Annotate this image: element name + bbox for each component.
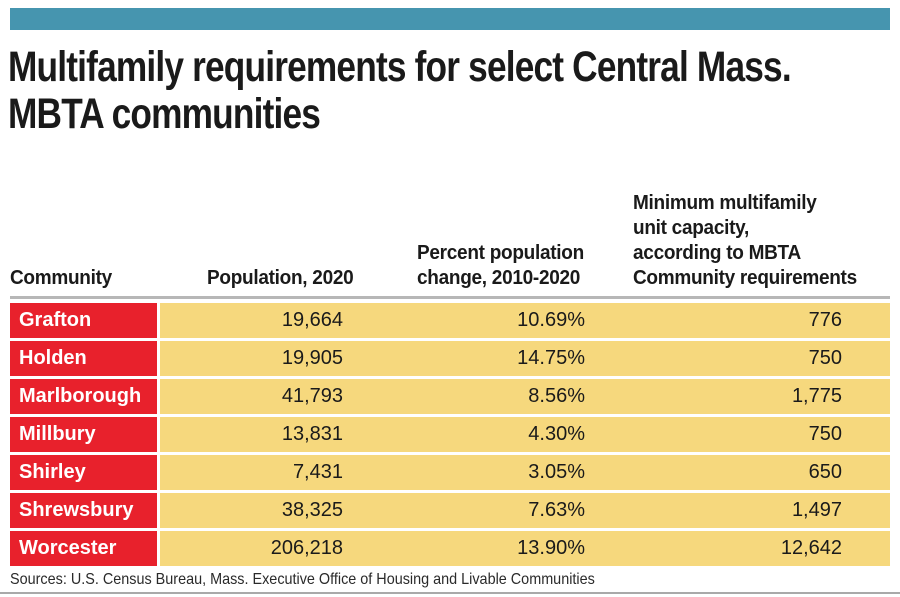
row-data-band: 13,831 4.30% 750 bbox=[160, 417, 890, 452]
row-data-band: 7,431 3.05% 650 bbox=[160, 455, 890, 490]
community-cell: Holden bbox=[10, 341, 157, 376]
min-capacity-value: 1,775 bbox=[791, 385, 842, 407]
row-data-band: 206,218 13.90% 12,642 bbox=[160, 531, 890, 566]
table-row: Marlborough 41,793 8.56% 1,775 bbox=[10, 379, 890, 414]
table-row: Grafton 19,664 10.69% 776 bbox=[10, 303, 890, 338]
source-note: Sources: U.S. Census Bureau, Mass. Execu… bbox=[10, 571, 595, 588]
population-value: 19,905 bbox=[281, 347, 343, 369]
min-capacity-value: 750 bbox=[808, 423, 842, 445]
column-header-min-capacity: Minimum multifamily unit capacity, accor… bbox=[633, 192, 857, 289]
min-capacity-value: 750 bbox=[808, 347, 842, 369]
table-body: Grafton 19,664 10.69% 776 Holden 19,905 … bbox=[10, 303, 890, 569]
community-cell: Shirley bbox=[10, 455, 157, 490]
pct-change-value: 10.69% bbox=[517, 309, 585, 331]
community-cell: Worcester bbox=[10, 531, 157, 566]
community-cell: Shrewsbury bbox=[10, 493, 157, 528]
pct-change-value: 3.05% bbox=[528, 461, 585, 483]
community-cell: Marlborough bbox=[10, 379, 157, 414]
header-divider-rule bbox=[10, 296, 890, 299]
row-data-band: 19,905 14.75% 750 bbox=[160, 341, 890, 376]
community-cell: Grafton bbox=[10, 303, 157, 338]
pct-change-value: 13.90% bbox=[517, 537, 585, 559]
row-data-band: 38,325 7.63% 1,497 bbox=[160, 493, 890, 528]
population-value: 206,218 bbox=[270, 537, 343, 559]
table-row: Holden 19,905 14.75% 750 bbox=[10, 341, 890, 376]
population-value: 13,831 bbox=[281, 423, 343, 445]
column-header-population: Population, 2020 bbox=[207, 267, 354, 289]
population-value: 41,793 bbox=[281, 385, 343, 407]
population-value: 7,431 bbox=[292, 461, 343, 483]
table-row: Millbury 13,831 4.30% 750 bbox=[10, 417, 890, 452]
pct-change-value: 8.56% bbox=[528, 385, 585, 407]
pct-change-value: 14.75% bbox=[517, 347, 585, 369]
population-value: 38,325 bbox=[281, 499, 343, 521]
page-title-line-2: MBTA communities bbox=[8, 90, 321, 138]
top-accent-bar bbox=[10, 8, 890, 30]
min-capacity-value: 776 bbox=[808, 309, 842, 331]
community-cell: Millbury bbox=[10, 417, 157, 452]
column-header-community: Community bbox=[10, 267, 112, 289]
min-capacity-value: 650 bbox=[808, 461, 842, 483]
page-title: Multifamily requirements for select Cent… bbox=[8, 43, 792, 138]
page-title-line-1: Multifamily requirements for select Cent… bbox=[8, 43, 792, 91]
table-row: Shirley 7,431 3.05% 650 bbox=[10, 455, 890, 490]
column-header-pct-change: Percent population change, 2010-2020 bbox=[417, 242, 584, 289]
bottom-divider-rule bbox=[0, 592, 900, 594]
min-capacity-value: 1,497 bbox=[791, 499, 842, 521]
population-value: 19,664 bbox=[281, 309, 343, 331]
table-row: Worcester 206,218 13.90% 12,642 bbox=[10, 531, 890, 566]
row-data-band: 41,793 8.56% 1,775 bbox=[160, 379, 890, 414]
row-data-band: 19,664 10.69% 776 bbox=[160, 303, 890, 338]
pct-change-value: 7.63% bbox=[528, 499, 585, 521]
table-row: Shrewsbury 38,325 7.63% 1,497 bbox=[10, 493, 890, 528]
min-capacity-value: 12,642 bbox=[780, 537, 842, 559]
pct-change-value: 4.30% bbox=[528, 423, 585, 445]
table-header: Community Population, 2020 Percent popul… bbox=[10, 165, 890, 291]
